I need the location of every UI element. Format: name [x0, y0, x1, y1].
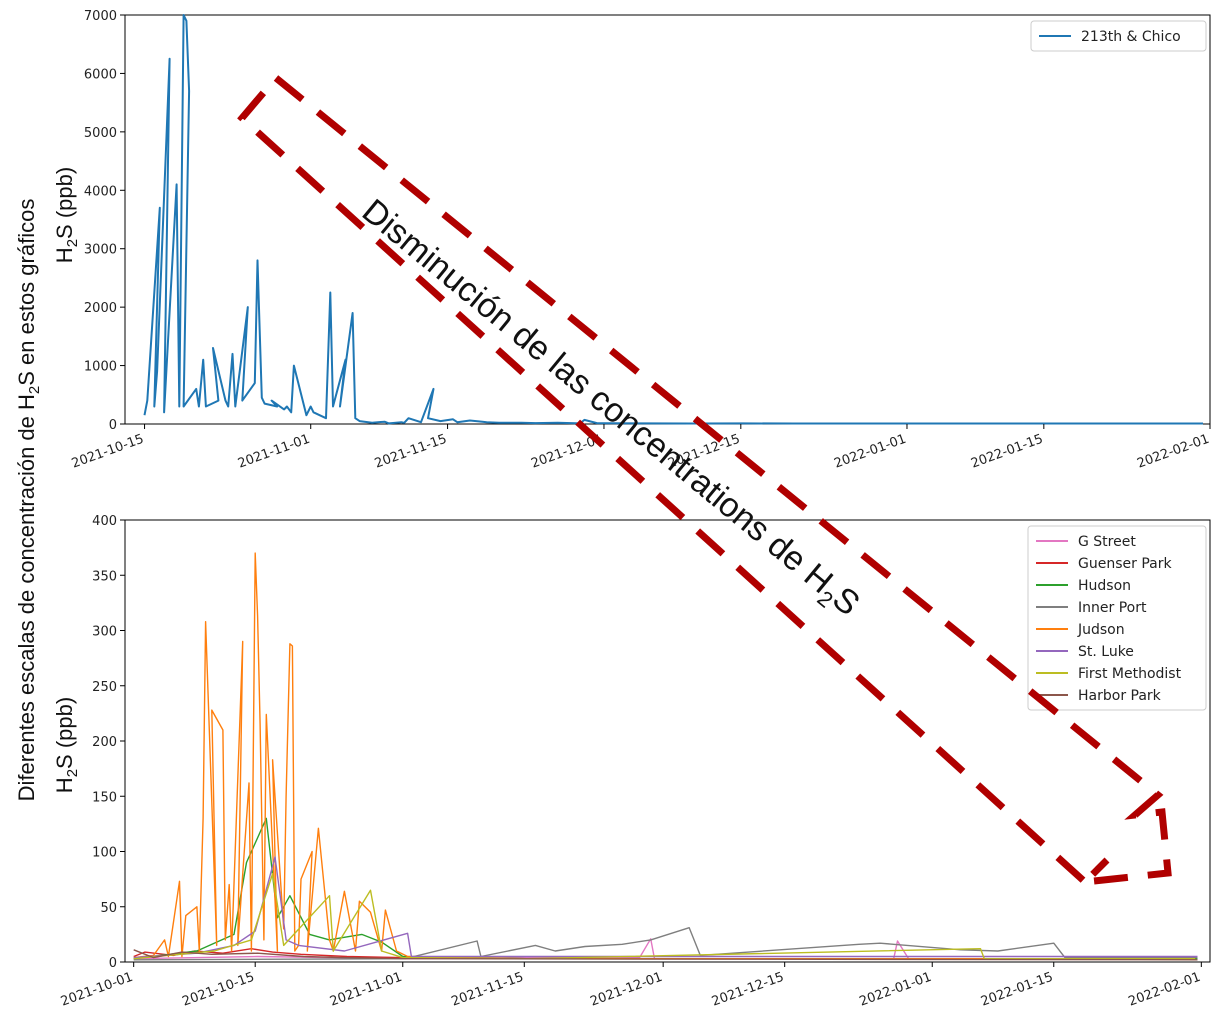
x-tick-label: 2022-01-01	[857, 970, 933, 1010]
x-tick-label: 2021-11-01	[328, 970, 404, 1010]
series-line-inner-port	[133, 927, 1198, 961]
y-tick-label: 200	[92, 735, 117, 750]
x-tick-label: 2022-02-01	[1135, 432, 1211, 472]
y-tick-label: 0	[109, 956, 117, 971]
x-tick-label: 2021-12-15	[710, 970, 786, 1010]
y-tick-label: 4000	[84, 184, 117, 199]
y-tick-label: 350	[92, 569, 117, 584]
legend-label: First Methodist	[1078, 666, 1182, 682]
legend-label: G Street	[1078, 534, 1136, 550]
y-tick-label: 100	[92, 846, 117, 861]
y-tick-label: 400	[92, 514, 117, 529]
y-tick-label: 300	[92, 625, 117, 640]
y-tick-label: 0	[109, 418, 117, 433]
legend-label: Harbor Park	[1078, 688, 1162, 704]
legend-label: Judson	[1077, 622, 1125, 638]
y-tick-label: 1000	[84, 360, 117, 375]
chart-bottom: 0 50 100 150 200 250 300 350 400 2021-10-01 2021-…	[52, 514, 1211, 1010]
figure-ylabel: Diferentes escalas de concentración de H…	[14, 199, 43, 802]
legend-label: Guenser Park	[1078, 556, 1172, 572]
x-tick-label: 2022-02-01	[1127, 970, 1203, 1010]
x-tick-label: 2021-11-15	[373, 432, 449, 472]
y-tick-label: 50	[100, 901, 117, 916]
legend-box	[1027, 525, 1207, 711]
x-tick-label: 2022-01-01	[832, 432, 908, 472]
x-tick-label: 2022-01-15	[969, 432, 1045, 472]
legend-box	[1030, 20, 1207, 52]
bottom-ylabel: H2S (ppb)	[52, 697, 81, 793]
series-line-first-methodist	[133, 872, 1196, 960]
x-tick-label: 2021-11-15	[450, 970, 526, 1010]
y-tick-label: 150	[92, 790, 117, 805]
series-line-st-luke	[133, 856, 1198, 959]
y-tick-label: 5000	[84, 126, 117, 141]
series-line-213th-chico	[143, 14, 1203, 425]
y-tick-label: 7000	[84, 9, 117, 24]
x-tick-label: 2021-10-01	[59, 970, 135, 1010]
top-ylabel: H2S (ppb)	[52, 167, 81, 263]
y-tick-label: 2000	[84, 301, 117, 316]
x-tick-label: 2022-01-15	[979, 970, 1055, 1010]
legend-label: 213th & Chico	[1081, 29, 1181, 45]
y-tick-label: 6000	[84, 67, 117, 82]
decrease-annotation: Disminución de las concentrations de H2S	[237, 73, 1172, 887]
x-tick-label: 2021-10-15	[70, 432, 146, 472]
legend-label: St. Luke	[1078, 644, 1134, 660]
y-tick-label: 3000	[84, 243, 117, 258]
y-tick-label: 250	[92, 680, 117, 695]
series-line-harbor-park	[133, 949, 1198, 961]
dashed-arrow-outline	[237, 73, 1172, 887]
x-tick-label: 2021-11-01	[236, 432, 312, 472]
series-line-judson	[133, 552, 1196, 960]
legend-label: Hudson	[1078, 578, 1131, 594]
x-tick-label: 2021-10-15	[180, 970, 256, 1010]
legend-label: Inner Port	[1078, 600, 1147, 616]
plot-frame-top	[124, 14, 1211, 425]
x-tick-label: 2021-12-01	[588, 970, 664, 1010]
